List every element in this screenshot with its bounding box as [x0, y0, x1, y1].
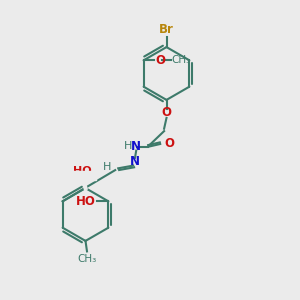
- Text: HO: HO: [76, 195, 96, 208]
- Text: N: N: [131, 140, 141, 153]
- Text: H: H: [103, 162, 111, 172]
- Text: CH₃: CH₃: [77, 254, 97, 264]
- Text: N: N: [130, 155, 140, 168]
- Text: CH₃: CH₃: [172, 55, 191, 65]
- Text: H: H: [124, 141, 133, 151]
- Text: O: O: [161, 106, 172, 119]
- Bar: [72, 171, 96, 180]
- Text: HO: HO: [73, 166, 91, 176]
- Text: O: O: [164, 136, 174, 150]
- Text: Br: Br: [159, 23, 174, 36]
- Text: O: O: [155, 54, 165, 67]
